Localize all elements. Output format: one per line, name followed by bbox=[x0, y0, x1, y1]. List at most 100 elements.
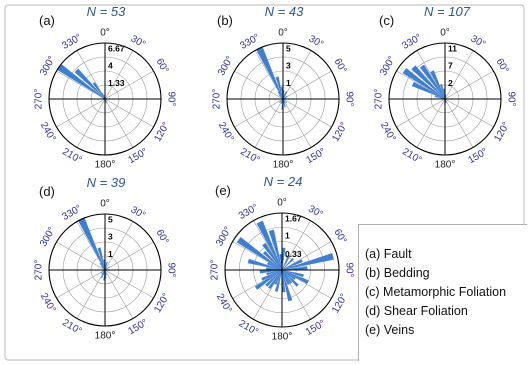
grid-spoke bbox=[234, 98, 284, 128]
ring-label: 3 bbox=[286, 60, 291, 70]
grid-spoke bbox=[56, 70, 106, 100]
grid-spoke bbox=[281, 220, 311, 271]
grid-spoke bbox=[104, 98, 134, 148]
rose-petal bbox=[281, 253, 334, 271]
rose-panel-1: 1350°30°60°90°120°150°180°210°240°270°30… bbox=[212, 4, 355, 171]
rose-petal bbox=[402, 67, 446, 100]
grid-spoke bbox=[76, 269, 106, 319]
grid-spoke bbox=[281, 241, 332, 271]
grid-spoke bbox=[444, 50, 474, 100]
panel-label: (b) bbox=[217, 13, 233, 28]
angle-label: 180° bbox=[95, 331, 116, 342]
rose-petal bbox=[281, 257, 295, 271]
legend-item-bedding: (b) Bedding bbox=[365, 266, 430, 280]
panel-title: N = 43 bbox=[265, 4, 304, 19]
angle-label: 0° bbox=[278, 28, 288, 39]
angle-label: 270° bbox=[210, 260, 221, 281]
rose-petal bbox=[101, 269, 106, 275]
legend-item-metamorphic-foliation: (c) Metamorphic Foliation bbox=[365, 285, 507, 299]
rose-petal bbox=[104, 266, 110, 271]
grid-spoke bbox=[254, 98, 284, 148]
rose-petal bbox=[282, 91, 288, 100]
angle-label: 180° bbox=[95, 160, 116, 171]
rose-petal bbox=[281, 269, 286, 293]
rose-petal bbox=[281, 269, 290, 285]
ring-label: 0.33 bbox=[285, 249, 302, 259]
rose-petal bbox=[440, 84, 446, 100]
grid-spoke bbox=[56, 241, 106, 271]
rose-petal bbox=[274, 269, 283, 285]
grid-spoke bbox=[282, 98, 332, 128]
grid-spoke bbox=[444, 70, 494, 100]
rose-petal bbox=[101, 93, 106, 100]
panel-title: N = 107 bbox=[424, 4, 471, 19]
rose-petal bbox=[268, 269, 283, 290]
grid-spoke bbox=[234, 70, 284, 100]
angle-label: 90° bbox=[343, 262, 354, 277]
panel-title: N = 53 bbox=[87, 4, 126, 19]
angle-label: 90° bbox=[165, 91, 176, 106]
grid-spoke bbox=[282, 50, 312, 100]
grid-spoke bbox=[76, 221, 106, 271]
ring-label: 1.33 bbox=[108, 78, 125, 88]
rose-petal bbox=[99, 262, 106, 271]
rose-petal bbox=[434, 95, 446, 100]
ring-label: 1.67 bbox=[285, 214, 302, 224]
rose-petal bbox=[278, 94, 284, 100]
grid-spoke bbox=[104, 269, 134, 319]
rose-petal bbox=[411, 65, 446, 100]
grid-spoke bbox=[104, 98, 154, 128]
rose-petal bbox=[282, 98, 288, 104]
ring-label: 5 bbox=[108, 214, 113, 224]
rose-petal bbox=[100, 269, 106, 278]
rose-petal bbox=[281, 259, 303, 271]
grid-spoke bbox=[104, 269, 154, 299]
grid-spoke bbox=[444, 98, 494, 128]
grid-spoke bbox=[253, 220, 283, 271]
angle-label: 270° bbox=[212, 89, 223, 110]
grid-spoke bbox=[232, 241, 283, 271]
rose-petal bbox=[281, 269, 309, 284]
angle-label: 180° bbox=[435, 160, 456, 171]
rose-petal bbox=[74, 68, 106, 100]
rose-petal bbox=[266, 269, 283, 276]
panel-label: (c) bbox=[379, 13, 394, 28]
rose-petal bbox=[275, 76, 284, 100]
ring-label: 6.67 bbox=[108, 43, 125, 53]
rose-petal bbox=[261, 269, 283, 281]
grid-spoke bbox=[416, 98, 446, 148]
grid-spoke bbox=[104, 50, 134, 100]
grid-spoke bbox=[444, 98, 474, 148]
angle-label: 270° bbox=[34, 260, 45, 281]
rose-petal bbox=[259, 269, 283, 274]
ring-label: 11 bbox=[448, 43, 457, 53]
grid-spoke bbox=[104, 70, 154, 100]
legend: (a) Fault (b) Bedding (c) Metamorphic Fo… bbox=[358, 224, 527, 361]
legend-item-shear-foliation: (d) Shear Foliation bbox=[365, 304, 468, 318]
angle-label: 180° bbox=[273, 160, 294, 171]
ring-label: 4 bbox=[108, 60, 113, 70]
rose-petal bbox=[100, 265, 106, 271]
ring-label: 1 bbox=[108, 249, 113, 259]
grid-spoke bbox=[232, 269, 283, 299]
grid-spoke bbox=[281, 269, 311, 320]
rose-petal bbox=[262, 250, 283, 271]
rose-petal bbox=[411, 81, 446, 100]
grid-spoke bbox=[282, 70, 332, 100]
rose-petal bbox=[281, 269, 293, 302]
angle-label: 0° bbox=[100, 28, 110, 39]
grid-spoke bbox=[253, 269, 283, 320]
angle-label: 90° bbox=[505, 91, 516, 106]
grid-spoke bbox=[56, 269, 106, 299]
grid-spoke bbox=[396, 98, 446, 128]
panel-title: N = 24 bbox=[264, 174, 303, 189]
rose-petal bbox=[281, 266, 308, 271]
rose-petal bbox=[282, 95, 288, 100]
panel-label: (d) bbox=[39, 184, 55, 199]
grid-spoke bbox=[104, 241, 154, 271]
rose-petal bbox=[281, 247, 286, 271]
rose-petal bbox=[268, 229, 283, 271]
angle-label: 90° bbox=[165, 262, 176, 277]
rose-petal bbox=[247, 258, 283, 271]
